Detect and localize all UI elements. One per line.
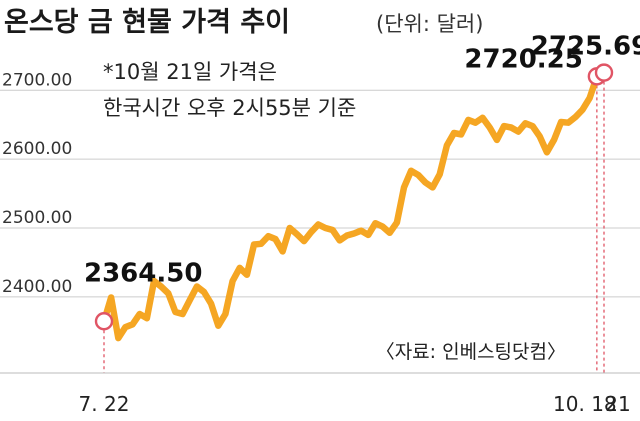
source-label: 〈자료: 인베스팅닷컴〉 (376, 341, 566, 363)
x-tick-label: 10. 18 (553, 392, 617, 416)
note-line-2: 한국시간 오후 2시55분 기준 (103, 96, 356, 120)
y-axis-ticks: 2400.00 2500.00 2600.00 2700.00 (2, 70, 72, 297)
price-series-line (100, 69, 608, 342)
point-value-label: 2720.25 (464, 44, 582, 74)
chart-title: 온스당 금 현물 가격 추이 (4, 7, 290, 38)
y-tick-label: 2600.00 (2, 139, 72, 159)
note-line-1: *10월 21일 가격은 (103, 60, 277, 84)
point-value-label: 2725.69 (531, 32, 640, 62)
highlight-marker-2 (594, 63, 614, 82)
date-leader-lines (103, 81, 605, 373)
y-tick-label: 2500.00 (2, 208, 72, 228)
y-tick-label: 2400.00 (2, 277, 72, 297)
highlight-markers (94, 63, 614, 331)
x-tick-label: 7. 22 (79, 392, 130, 416)
highlight-marker-0 (94, 312, 114, 331)
unit-label: (단위: 달러) (376, 12, 483, 36)
x-tick-label: 21 (605, 392, 630, 416)
y-tick-label: 2700.00 (2, 70, 72, 90)
point-value-label: 2364.50 (84, 258, 202, 288)
gridlines (0, 89, 640, 298)
